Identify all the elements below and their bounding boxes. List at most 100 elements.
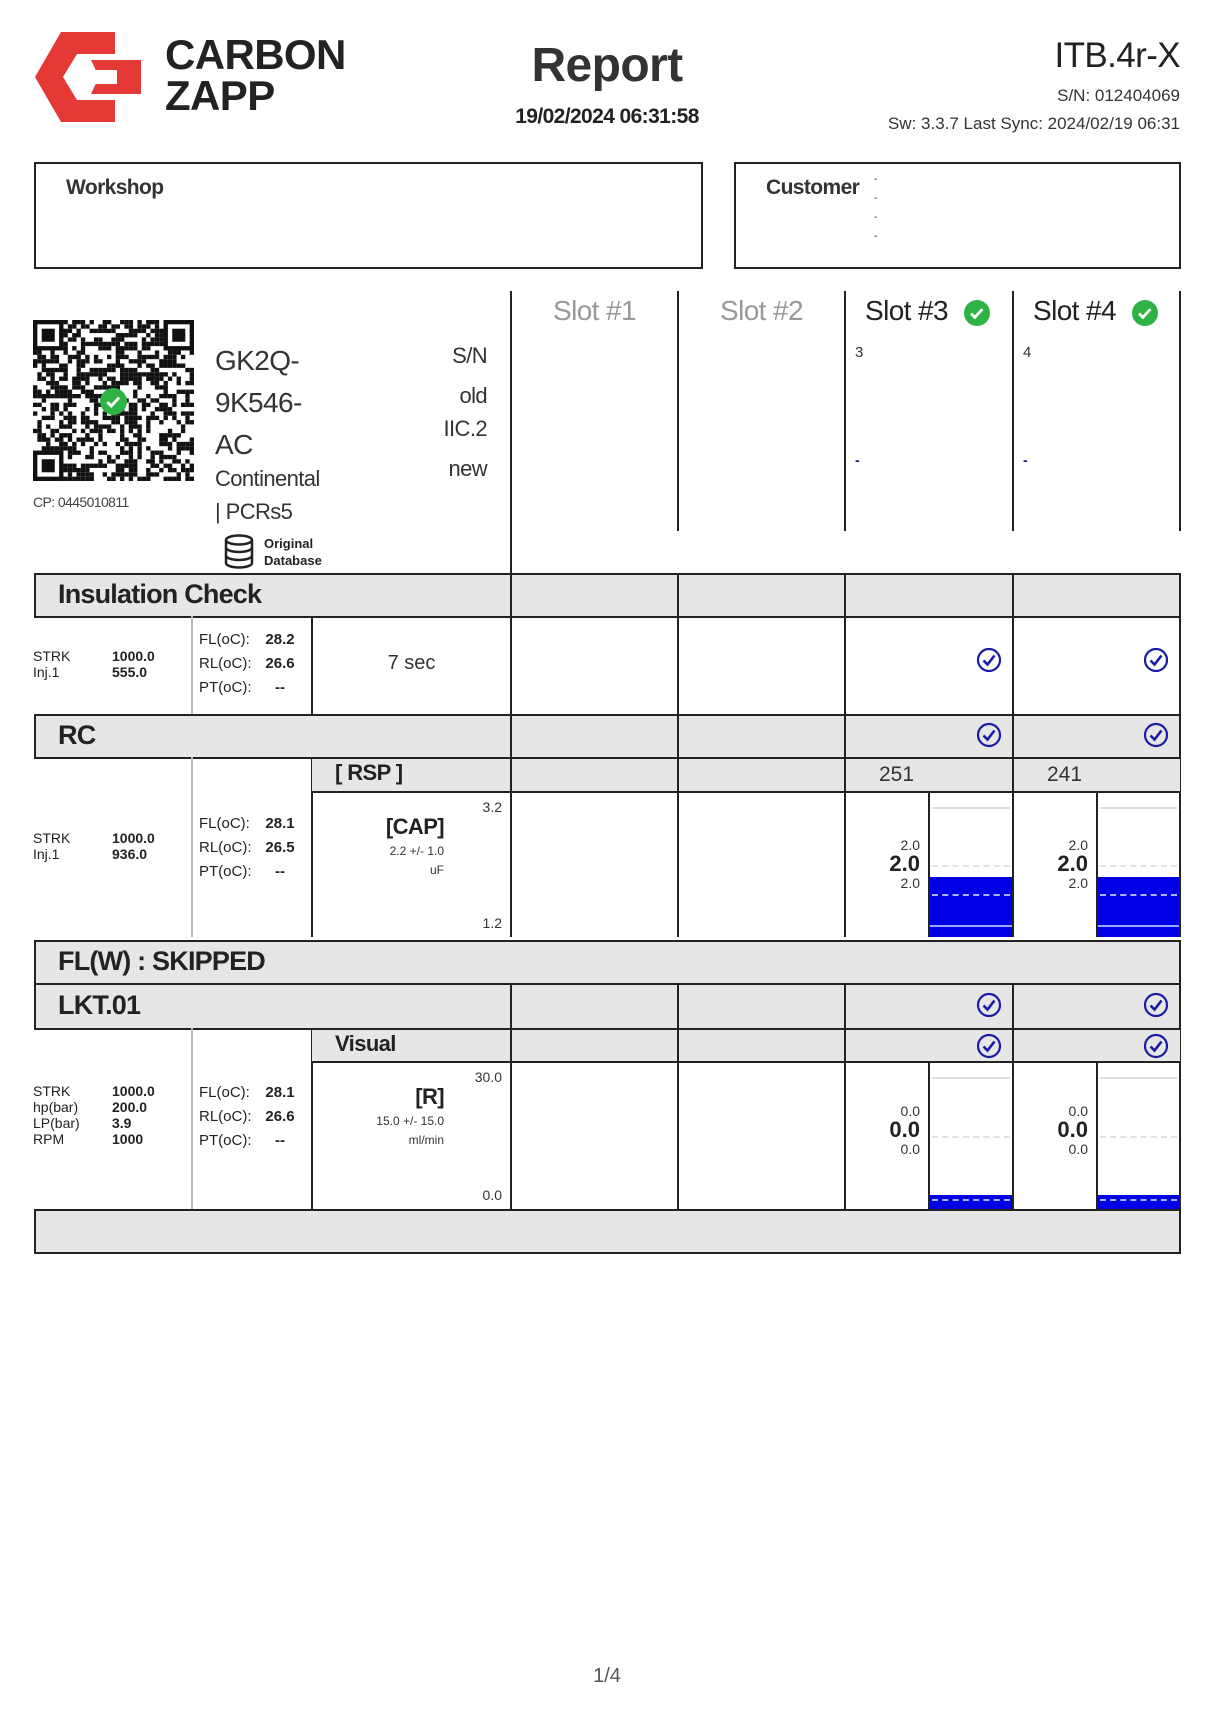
temp-label: FL(oC):: [199, 631, 250, 648]
part-right-labels: S/N old IIC.2 new: [443, 343, 488, 482]
workshop-label: Workshop: [66, 176, 164, 199]
rc-header: [34, 714, 1181, 759]
reading-value: 2.0: [889, 851, 920, 876]
divider: [1179, 757, 1181, 937]
customer-box: Customer - - - -: [734, 162, 1181, 269]
divider: [1012, 573, 1014, 616]
divider: [510, 757, 512, 793]
check-circle-icon: [976, 722, 1002, 748]
param-value: 1000: [112, 1131, 144, 1147]
class-label: IIC.2: [443, 416, 488, 441]
slot-code: 251: [879, 763, 915, 786]
temp-value: 26.6: [265, 1108, 295, 1125]
cp-number: CP: 0445010811: [33, 494, 129, 510]
param-label: hp(bar): [33, 1099, 79, 1115]
divider: [510, 573, 512, 616]
check-circle-icon: [1143, 647, 1169, 673]
check-circle-icon: [976, 647, 1002, 673]
divider: [844, 757, 846, 937]
sn-label: S/N: [452, 343, 487, 368]
insulation-title: Insulation Check: [58, 578, 262, 609]
reading-block: 2.0 2.0 2.0: [845, 837, 920, 891]
reading-low: 2.0: [1068, 875, 1088, 891]
page-number: 1/4: [593, 1665, 621, 1687]
reading-value: 0.0: [889, 1117, 920, 1142]
divider: [677, 573, 679, 616]
brand-name: CARBON ZAPP: [165, 34, 346, 119]
divider: [1012, 1028, 1014, 1209]
divider: [844, 757, 846, 793]
divider: [677, 1028, 679, 1209]
param-label: STRK: [33, 830, 71, 846]
divider: [191, 757, 193, 937]
temp-label: RL(oC):: [199, 655, 252, 672]
divider: [844, 1028, 846, 1209]
gauge-min: 0.0: [482, 1187, 502, 1203]
gauge-min: 1.2: [482, 915, 502, 931]
temp-label: PT(oC):: [199, 863, 252, 880]
param-value: 200.0: [112, 1099, 148, 1115]
gauge-value-bar: [1098, 1195, 1179, 1209]
temp-value: --: [275, 863, 285, 880]
slot-2-title: Slot #2: [720, 295, 804, 326]
divider: [1012, 714, 1014, 757]
gauge-max: 30.0: [474, 1069, 502, 1085]
slot-pass-icon: [1132, 300, 1158, 326]
param-value: 555.0: [112, 664, 148, 680]
divider: [1096, 793, 1098, 937]
temp-label: FL(oC):: [199, 1084, 250, 1101]
divider: [1012, 757, 1014, 937]
temp-value: 26.6: [265, 655, 295, 672]
gauge-tolerance: 15.0 +/- 15.0: [376, 1114, 444, 1128]
customer-line: -: [874, 212, 878, 223]
brand-line: ZAPP: [165, 72, 275, 119]
reading-block: 0.0 0.0 0.0: [845, 1103, 920, 1157]
divider: [1012, 291, 1014, 531]
lkt-title: LKT.01: [58, 989, 141, 1020]
gauge-value-bar: [930, 1195, 1012, 1209]
slot-3-dash: -: [855, 452, 860, 468]
part-maker: Continental | PCRs5: [215, 462, 320, 528]
gauge-metric: [R]: [415, 1084, 444, 1109]
customer-line: -: [874, 231, 878, 242]
param-value: 936.0: [112, 846, 148, 862]
gauge-tolerance: 2.2 +/- 1.0: [389, 844, 444, 858]
divider: [1012, 616, 1014, 714]
reading-low: 0.0: [1068, 1141, 1088, 1157]
divider: [844, 983, 846, 1028]
verified-check-icon: [100, 388, 127, 415]
param-value: 1000.0: [112, 830, 155, 846]
reading-value: 2.0: [1057, 851, 1088, 876]
insulation-header: [34, 573, 1181, 618]
divider: [510, 291, 512, 574]
divider: [1012, 757, 1014, 793]
param-label: LP(bar): [33, 1115, 80, 1131]
report-datetime: 19/02/2024 06:31:58: [515, 105, 699, 128]
part-number: GK2Q- 9K546- AC: [215, 340, 302, 466]
reading-high: 2.0: [1068, 837, 1088, 853]
slot-pass-icon: [964, 300, 990, 326]
divider: [928, 1063, 930, 1209]
slot-3-title: Slot #3: [865, 295, 949, 326]
gauge-upper-line: [1100, 1077, 1177, 1079]
customer-line: -: [874, 174, 878, 185]
param-value: 3.9: [112, 1115, 132, 1131]
param-block: STRK 1000.0 Inj.1 936.0: [33, 830, 155, 862]
temp-label: RL(oC):: [199, 1108, 252, 1125]
param-value: 1000.0: [112, 1083, 155, 1099]
database-icon: [224, 534, 254, 569]
database-label: Original Database: [264, 535, 322, 569]
divider: [311, 757, 313, 937]
software-sync: Sw: 3.3.7 Last Sync: 2024/02/19 06:31: [887, 114, 1180, 133]
gauge-value-bar: [930, 876, 1012, 937]
temp-value: --: [275, 679, 285, 696]
qr-code-icon: [33, 320, 194, 481]
new-label: new: [448, 456, 487, 481]
param-value: 1000.0: [112, 648, 155, 664]
gauge-nominal-line: [1100, 1136, 1177, 1138]
divider: [844, 714, 846, 757]
check-circle-icon: [1143, 1033, 1169, 1058]
divider: [677, 757, 679, 793]
database-line: Original: [264, 536, 314, 551]
device-serial: S/N: 012404069: [1057, 86, 1180, 105]
